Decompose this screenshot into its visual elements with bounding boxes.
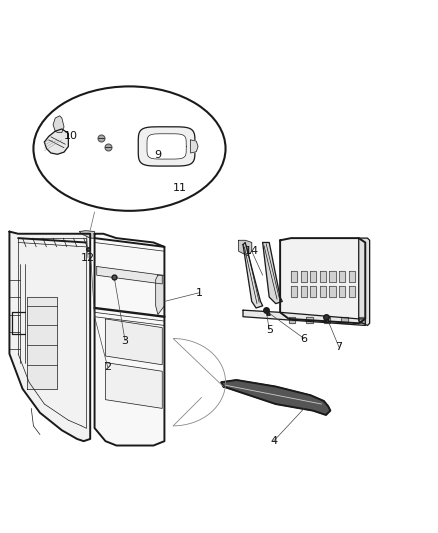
Polygon shape — [329, 286, 336, 297]
Text: 12: 12 — [81, 253, 95, 263]
Polygon shape — [291, 271, 297, 282]
Polygon shape — [106, 319, 162, 365]
Polygon shape — [339, 271, 345, 282]
Polygon shape — [239, 240, 252, 256]
Text: 11: 11 — [173, 183, 187, 193]
Polygon shape — [243, 243, 263, 308]
Polygon shape — [95, 234, 164, 446]
Text: 3: 3 — [122, 336, 129, 346]
Text: 6: 6 — [300, 334, 307, 344]
Polygon shape — [320, 286, 326, 297]
Text: 7: 7 — [336, 342, 343, 352]
Polygon shape — [349, 271, 355, 282]
Polygon shape — [289, 317, 295, 323]
Polygon shape — [221, 380, 330, 415]
Text: 2: 2 — [104, 362, 111, 372]
Polygon shape — [44, 129, 68, 154]
Polygon shape — [263, 243, 283, 304]
Polygon shape — [324, 317, 330, 323]
Text: 4: 4 — [270, 436, 277, 446]
Polygon shape — [349, 286, 355, 297]
Polygon shape — [27, 297, 57, 389]
Polygon shape — [155, 275, 164, 314]
Polygon shape — [138, 127, 195, 166]
Polygon shape — [147, 134, 186, 159]
Polygon shape — [243, 310, 365, 326]
Text: 5: 5 — [266, 325, 273, 335]
Polygon shape — [106, 362, 162, 408]
Text: 9: 9 — [154, 150, 162, 160]
Polygon shape — [310, 271, 316, 282]
Polygon shape — [97, 266, 162, 284]
Text: 14: 14 — [245, 246, 259, 256]
Polygon shape — [191, 140, 198, 153]
Text: 1: 1 — [196, 288, 203, 298]
Polygon shape — [10, 231, 90, 441]
Polygon shape — [359, 317, 365, 323]
Ellipse shape — [33, 86, 226, 211]
Polygon shape — [339, 286, 345, 297]
Polygon shape — [329, 271, 336, 282]
Polygon shape — [79, 231, 95, 238]
Polygon shape — [341, 317, 348, 323]
Polygon shape — [310, 286, 316, 297]
Polygon shape — [53, 116, 64, 133]
Polygon shape — [300, 286, 307, 297]
Text: 10: 10 — [64, 131, 78, 141]
Polygon shape — [306, 317, 313, 323]
Polygon shape — [291, 286, 297, 297]
Polygon shape — [280, 238, 365, 323]
Polygon shape — [359, 238, 370, 326]
Polygon shape — [300, 271, 307, 282]
Polygon shape — [320, 271, 326, 282]
